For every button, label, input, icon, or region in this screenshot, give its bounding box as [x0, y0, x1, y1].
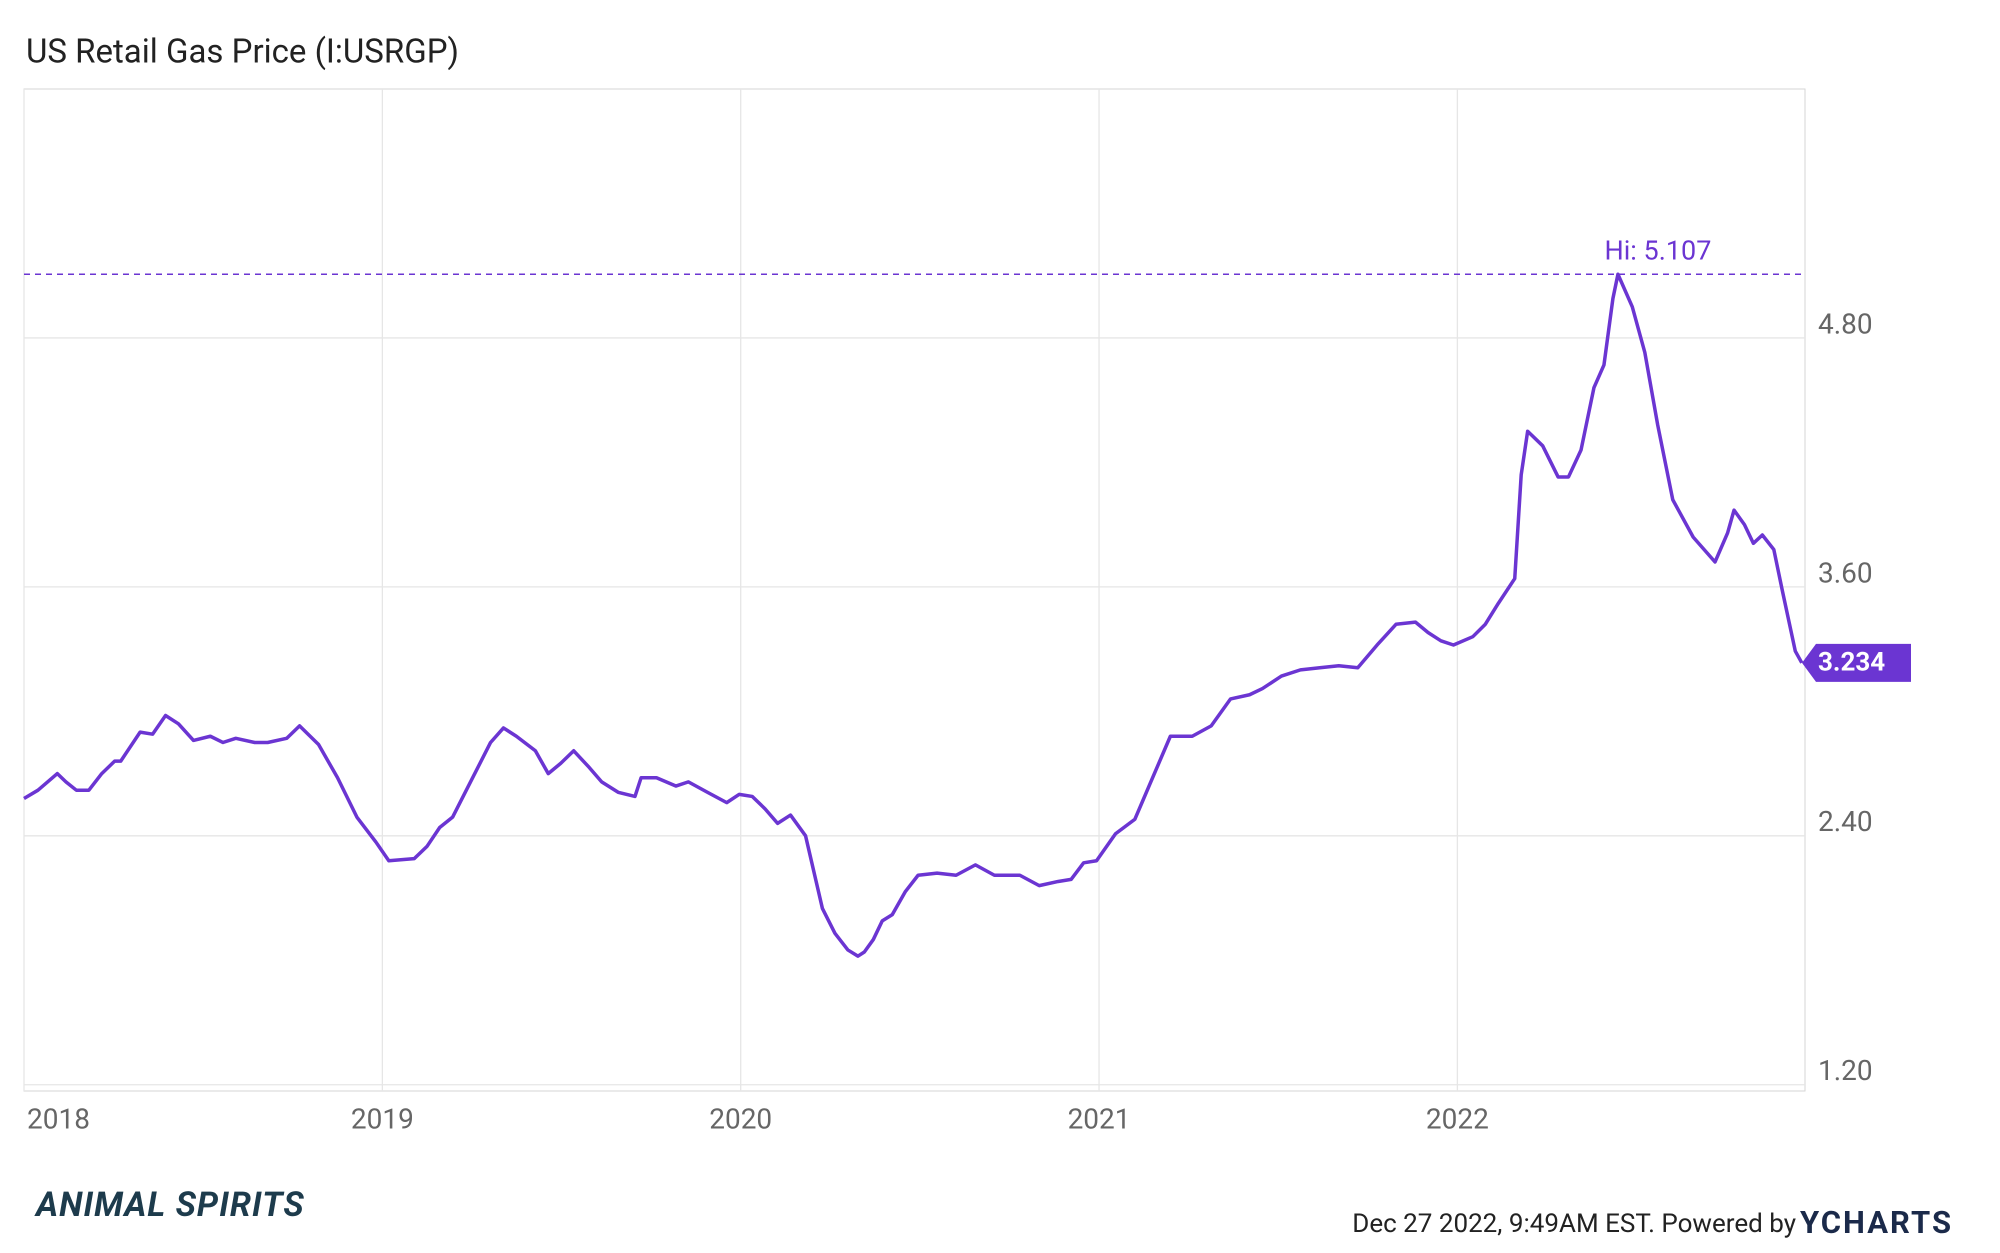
- x-tick-label: 2019: [351, 1102, 414, 1135]
- plot-area: [23, 88, 1806, 1092]
- y-tick-label: 4.80: [1818, 307, 1873, 340]
- x-tick-label: 2022: [1426, 1102, 1489, 1135]
- timestamp: Dec 27 2022, 9:49AM EST. Powered by: [1352, 1209, 1796, 1239]
- brand: YCHARTS: [1800, 1204, 1953, 1241]
- last-value-tag: [1802, 643, 1911, 682]
- price-line: [23, 272, 1804, 958]
- y-tick-label: 1.20: [1818, 1054, 1873, 1087]
- chart-title: US Retail Gas Price (I:USRGP): [26, 33, 459, 72]
- logo: ANIMAL SPIRITS: [34, 1185, 305, 1225]
- y-tick-label: 2.40: [1818, 805, 1873, 838]
- x-tick-label: 2018: [27, 1102, 90, 1135]
- x-tick-label: 2021: [1068, 1102, 1131, 1135]
- y-tick-label: 3.60: [1818, 556, 1873, 589]
- hi-label: Hi: 5.107: [1604, 234, 1711, 266]
- x-tick-label: 2020: [709, 1102, 772, 1135]
- last-value-label: 3.234: [1818, 648, 1885, 678]
